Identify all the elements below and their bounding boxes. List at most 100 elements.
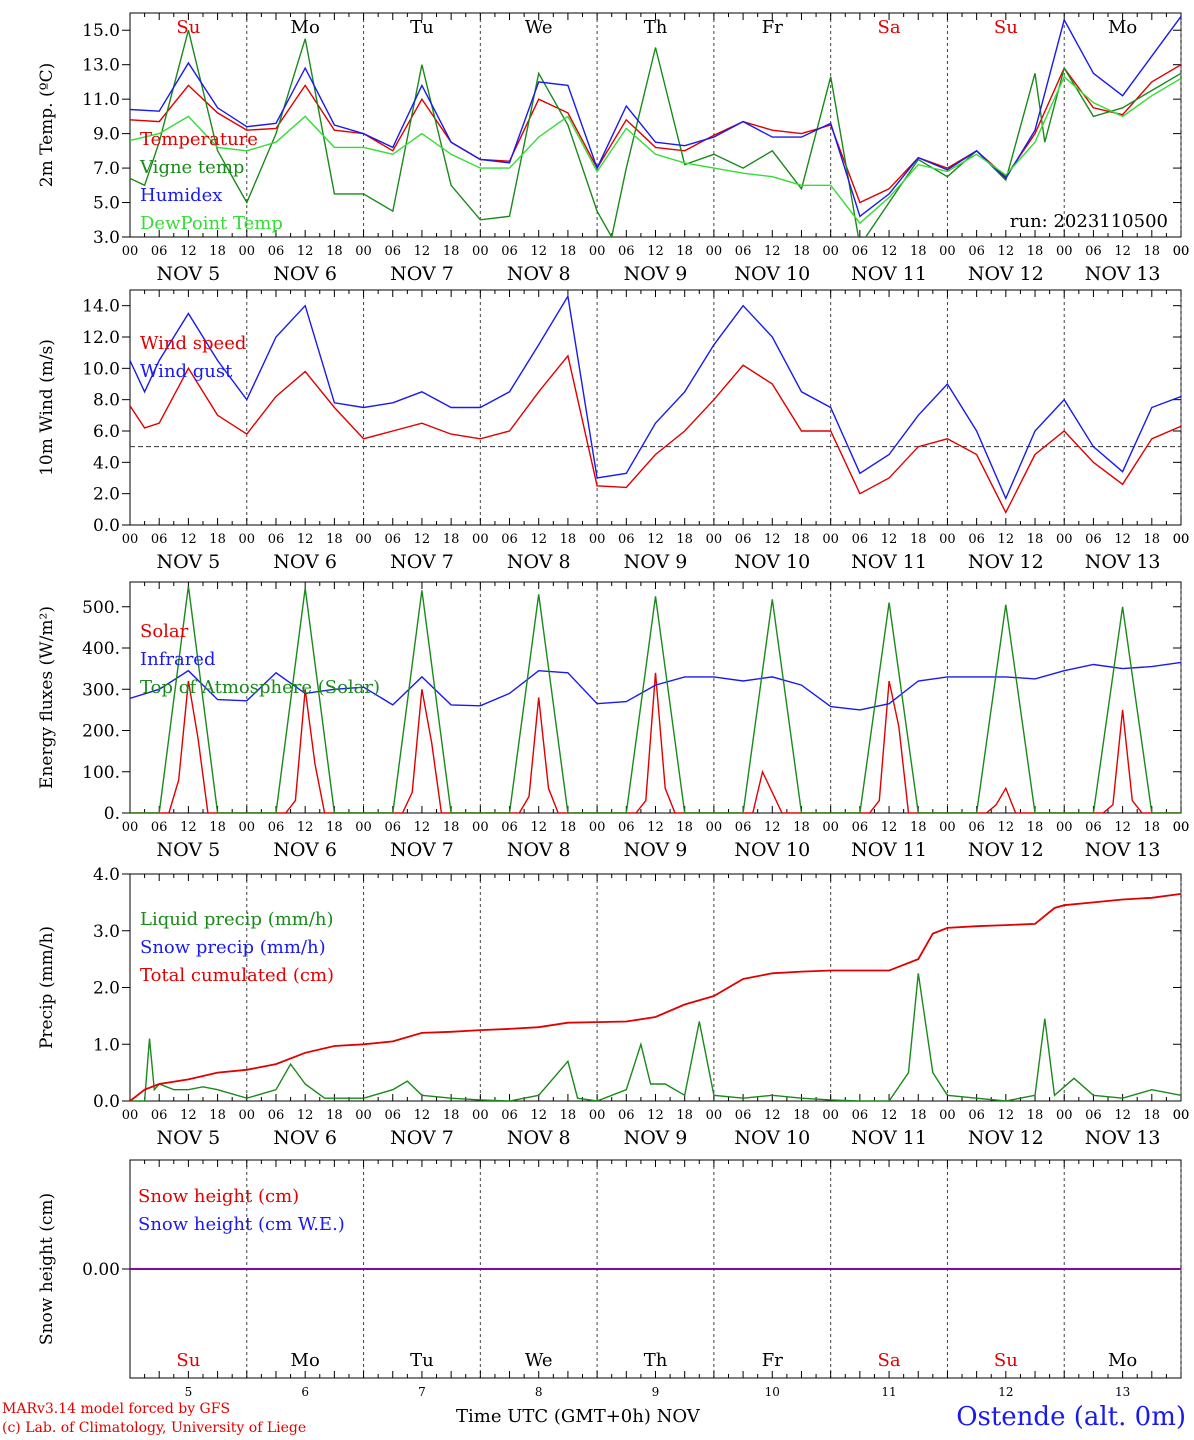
- day-number: 8: [535, 1385, 543, 1399]
- hour-tick-label: 18: [1027, 1108, 1044, 1123]
- lab-credit: (c) Lab. of Climatology, University of L…: [2, 1420, 307, 1436]
- legend-entry-energy-2: Top of Atmosphere (Solar): [140, 677, 380, 698]
- series-line-precip-0: [130, 973, 1181, 1101]
- hour-tick-label: 18: [443, 1108, 460, 1123]
- hour-tick-label: 18: [560, 244, 577, 259]
- date-label: NOV 12: [968, 551, 1044, 573]
- y-tick-label: 2.0: [93, 485, 120, 505]
- hour-tick-label: 00: [939, 820, 956, 835]
- weekday-label: Su: [994, 17, 1018, 38]
- hour-tick-label: 18: [326, 244, 343, 259]
- hour-tick-label: 00: [355, 532, 372, 547]
- weekday-label: Mo: [291, 17, 320, 38]
- weekday-label: Fr: [762, 1350, 783, 1371]
- date-label: NOV 5: [157, 551, 221, 573]
- hour-tick-label: 12: [297, 820, 314, 835]
- day-number: 5: [185, 1385, 193, 1399]
- hour-tick-label: 00: [472, 244, 489, 259]
- hour-tick-label: 18: [910, 820, 927, 835]
- hour-tick-label: 18: [443, 532, 460, 547]
- legend-entry-snow-1: Snow height (cm W.E.): [138, 1214, 345, 1235]
- date-label: NOV 11: [851, 551, 927, 573]
- date-label: NOV 8: [507, 1127, 571, 1149]
- series-line-precip-2: [130, 893, 1181, 1101]
- hour-tick-label: 00: [122, 244, 139, 259]
- y-tick-label: 1.0: [93, 1035, 120, 1055]
- hour-tick-label: 18: [1027, 820, 1044, 835]
- hour-tick-label: 18: [793, 532, 810, 547]
- day-number: 13: [1115, 1385, 1130, 1399]
- hour-tick-label: 18: [209, 532, 226, 547]
- weekday-label: Su: [176, 1350, 200, 1371]
- series-line-wind-0: [130, 354, 1181, 515]
- date-label: NOV 11: [851, 839, 927, 861]
- hour-tick-label: 00: [706, 244, 723, 259]
- hour-tick-label: 12: [764, 532, 781, 547]
- legend-entry-temperature-0: Temperature: [140, 129, 258, 150]
- hour-tick-label: 12: [180, 532, 197, 547]
- hour-tick-label: 18: [910, 1108, 927, 1123]
- day-number: 6: [301, 1385, 309, 1399]
- y-axis-label-energy: Energy fluxes (W/m²): [37, 606, 57, 789]
- date-label: NOV 6: [273, 263, 337, 285]
- hour-tick-label: 12: [764, 1108, 781, 1123]
- hour-tick-label: 00: [939, 244, 956, 259]
- hour-tick-label: 06: [268, 532, 285, 547]
- hour-tick-label: 18: [1027, 532, 1044, 547]
- legend-entry-precip-2: Total cumulated (cm): [140, 965, 334, 986]
- hour-tick-label: 06: [384, 532, 401, 547]
- hour-tick-label: 00: [1056, 820, 1073, 835]
- y-tick-label: 13.0: [82, 56, 120, 76]
- date-label: NOV 7: [390, 1127, 454, 1149]
- hour-tick-label: 12: [881, 1108, 898, 1123]
- y-tick-label: 500.: [82, 598, 120, 618]
- weekday-label: Th: [644, 1350, 668, 1371]
- y-axis-label-snow: Snow height (cm): [37, 1193, 57, 1345]
- hour-tick-label: 18: [793, 244, 810, 259]
- day-number: 10: [765, 1385, 780, 1399]
- hour-tick-label: 12: [1114, 820, 1131, 835]
- weekday-label: Mo: [291, 1350, 320, 1371]
- y-tick-label: 100.: [82, 763, 120, 783]
- x-axis-title: Time UTC (GMT+0h) NOV: [456, 1406, 700, 1427]
- y-tick-label: 3.0: [93, 228, 120, 248]
- y-tick-label: 5.0: [93, 194, 120, 214]
- hour-tick-label: 12: [881, 532, 898, 547]
- y-tick-label: 2.0: [93, 979, 120, 999]
- date-label: NOV 12: [968, 839, 1044, 861]
- y-tick-label: 14.0: [82, 297, 120, 317]
- weekday-label: Su: [994, 1350, 1018, 1371]
- hour-tick-label: 18: [1144, 820, 1161, 835]
- y-tick-label: 4.0: [93, 865, 120, 885]
- hour-tick-label: 06: [1085, 244, 1102, 259]
- hour-tick-label: 18: [326, 532, 343, 547]
- y-tick-label: 0.: [104, 804, 120, 824]
- hour-tick-label: 00: [706, 1108, 723, 1123]
- date-label: NOV 7: [390, 263, 454, 285]
- hour-tick-label: 18: [910, 532, 927, 547]
- hour-tick-label: 00: [1173, 244, 1190, 259]
- date-label: NOV 10: [734, 839, 810, 861]
- date-label: NOV 8: [507, 551, 571, 573]
- date-label: NOV 6: [273, 551, 337, 573]
- hour-tick-label: 06: [735, 532, 752, 547]
- hour-tick-label: 06: [501, 1108, 518, 1123]
- hour-tick-label: 18: [209, 244, 226, 259]
- hour-tick-label: 12: [180, 820, 197, 835]
- hour-tick-label: 06: [618, 244, 635, 259]
- hour-tick-label: 12: [998, 244, 1015, 259]
- y-tick-label: 300.: [82, 680, 120, 700]
- y-tick-label: 400.: [82, 639, 120, 659]
- hour-tick-label: 18: [209, 820, 226, 835]
- hour-tick-label: 00: [1173, 820, 1190, 835]
- weekday-label: Mo: [1108, 1350, 1137, 1371]
- date-label: NOV 5: [157, 839, 221, 861]
- date-label: NOV 7: [390, 551, 454, 573]
- hour-tick-label: 12: [647, 1108, 664, 1123]
- hour-tick-label: 12: [998, 820, 1015, 835]
- date-label: NOV 5: [157, 263, 221, 285]
- y-tick-label: 15.0: [82, 21, 120, 41]
- y-tick-label: 12.0: [82, 328, 120, 348]
- hour-tick-label: 00: [239, 244, 256, 259]
- date-label: NOV 13: [1085, 1127, 1161, 1149]
